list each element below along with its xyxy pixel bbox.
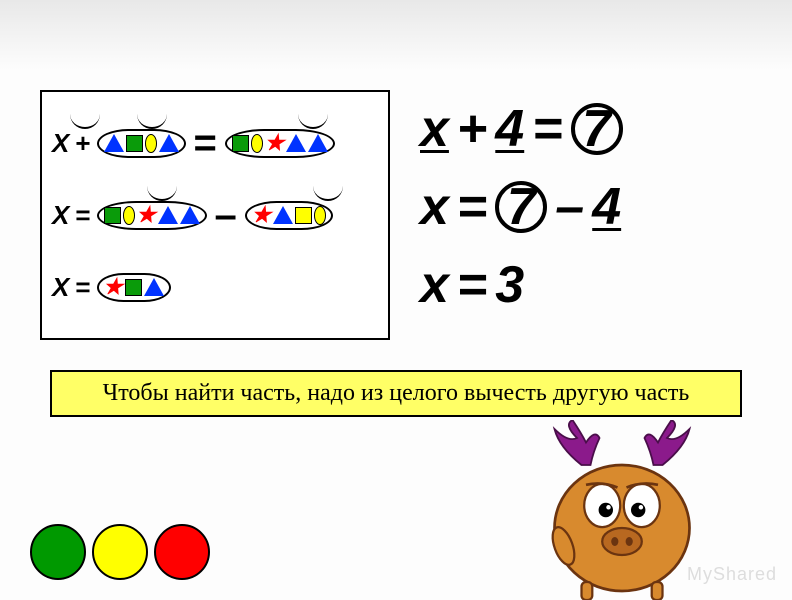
x-symbol: X <box>52 128 69 159</box>
diagram-row-2: X = – <box>52 200 378 231</box>
equals-op: = <box>75 272 90 303</box>
arc-icon <box>313 186 343 201</box>
eq-plus: + <box>457 90 487 168</box>
eq-minus: – <box>555 168 584 246</box>
eq-x: х <box>420 168 449 246</box>
top-row: X + = <box>10 90 782 340</box>
shape-group-4 <box>97 129 186 158</box>
square-green-icon <box>126 135 143 152</box>
square-green-icon <box>125 279 142 296</box>
triangle-blue-icon <box>104 134 124 152</box>
arc-icon <box>137 114 167 129</box>
square-yellow-icon <box>295 207 312 224</box>
equation-line-3: х = 3 <box>420 246 623 324</box>
equals-op: = <box>194 133 217 153</box>
equations-block: х + 4 = 7 х = 7 – 4 х = 3 <box>420 90 623 324</box>
slide-content: X + = <box>0 0 792 427</box>
oval-yellow-icon <box>123 206 135 225</box>
eq-part: 4 <box>495 90 524 168</box>
triangle-blue-icon <box>158 206 178 224</box>
eq-part: 4 <box>592 168 621 246</box>
equation-line-1: х + 4 = 7 <box>420 90 623 168</box>
eq-whole-circled: 7 <box>571 103 623 155</box>
eq-x: х <box>420 90 449 168</box>
diagram-row-3: X = <box>52 272 378 303</box>
triangle-blue-icon <box>180 206 200 224</box>
star-red-icon <box>104 278 123 297</box>
minus-op: – <box>215 205 237 225</box>
equation-line-2: х = 7 – 4 <box>420 168 623 246</box>
eq-result: 3 <box>495 246 524 324</box>
eq-equals: = <box>532 90 562 168</box>
x-symbol: X <box>52 272 69 303</box>
oval-yellow-icon <box>314 206 326 225</box>
triangle-blue-icon <box>286 134 306 152</box>
shape-group-5 <box>225 129 335 158</box>
diagram-row-1: X + = <box>52 128 378 159</box>
eq-whole-circled: 7 <box>495 181 547 233</box>
moose-character-icon <box>532 420 712 600</box>
eq-equals: = <box>457 246 487 324</box>
equals-op: = <box>75 200 90 231</box>
shape-group-3 <box>97 273 171 302</box>
triangle-blue-icon <box>159 134 179 152</box>
watermark-text: MyShared <box>687 564 777 585</box>
arc-icon <box>147 186 177 201</box>
star-red-icon <box>265 134 284 153</box>
circle-green-icon <box>30 524 86 580</box>
square-green-icon <box>104 207 121 224</box>
oval-yellow-icon <box>251 134 263 153</box>
triangle-blue-icon <box>144 278 164 296</box>
shapes-diagram-box: X + = <box>40 90 390 340</box>
oval-yellow-icon <box>145 134 157 153</box>
arc-icon <box>298 114 328 129</box>
x-symbol: X <box>52 200 69 231</box>
rule-text-box: Чтобы найти часть, надо из целого вычест… <box>50 370 742 417</box>
circle-yellow-icon <box>92 524 148 580</box>
arc-icon <box>70 114 100 129</box>
eq-equals: = <box>457 168 487 246</box>
traffic-lights <box>30 524 210 580</box>
shape-group-4b <box>245 201 333 230</box>
circle-red-icon <box>154 524 210 580</box>
star-red-icon <box>252 206 271 225</box>
star-red-icon <box>137 206 156 225</box>
eq-x: х <box>420 246 449 324</box>
shape-group-5 <box>97 201 207 230</box>
triangle-blue-icon <box>273 206 293 224</box>
triangle-blue-icon <box>308 134 328 152</box>
plus-op: + <box>75 128 90 159</box>
square-green-icon <box>232 135 249 152</box>
